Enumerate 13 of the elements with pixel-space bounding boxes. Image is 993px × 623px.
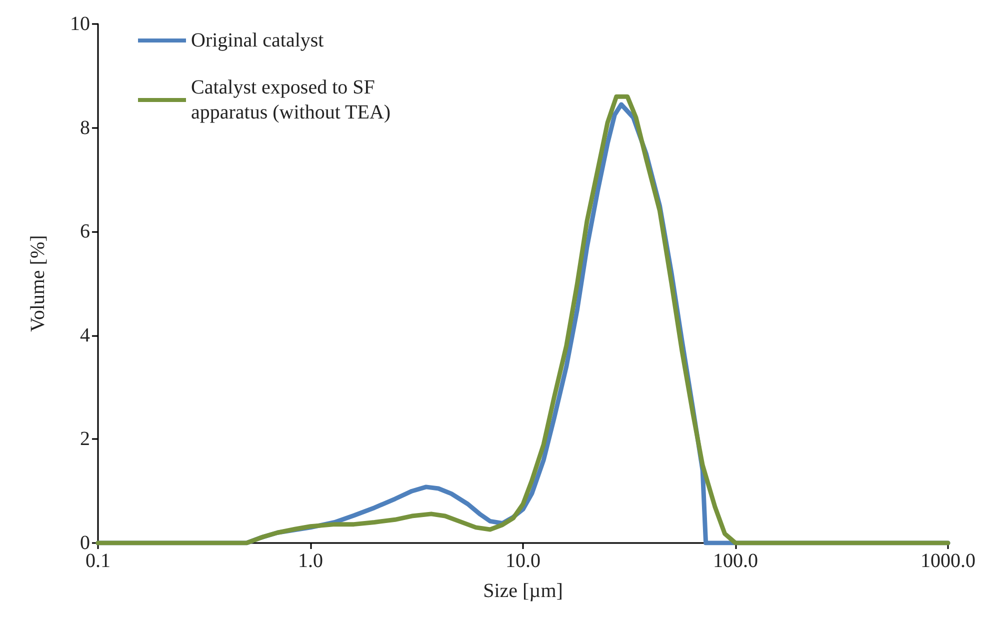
x-axis-title: Size [µm] (483, 580, 563, 602)
legend-label: Catalyst exposed to SF apparatus (without TEA) (191, 76, 391, 124)
y-tick-label: 2 (80, 428, 90, 450)
y-tick-label: 10 (70, 13, 90, 35)
y-tick-label: 6 (80, 220, 90, 243)
x-tick-label: 10.0 (506, 550, 540, 572)
legend-label: Original catalyst (191, 30, 324, 52)
x-tick-label: 100.0 (713, 550, 758, 572)
y-tick-label: 4 (80, 324, 90, 346)
y-tick-label: 8 (80, 116, 90, 139)
x-tick-label: 1000.0 (920, 550, 976, 572)
y-axis-title: Volume [%] (27, 235, 49, 332)
x-tick-label: 1.0 (298, 550, 323, 572)
